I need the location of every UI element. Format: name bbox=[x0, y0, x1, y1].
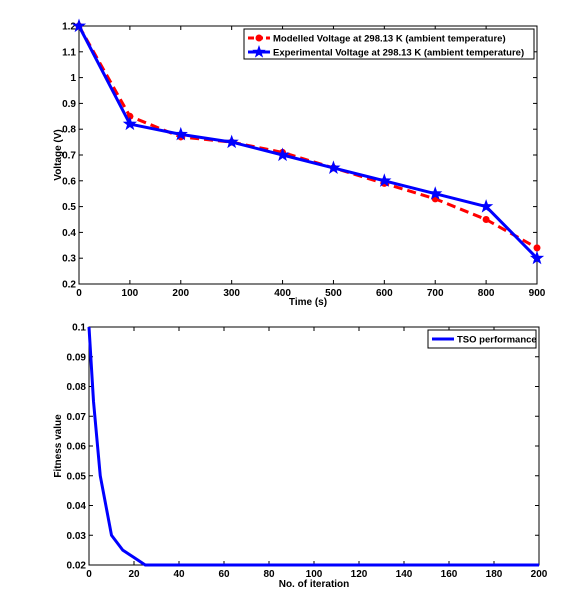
voltage-x-tick-label: 800 bbox=[478, 288, 495, 299]
voltage-y-tick-label: 1.1 bbox=[62, 47, 76, 58]
fitness-y-tick-label: 0.03 bbox=[67, 531, 87, 542]
fitness-y-tick-label: 0.04 bbox=[67, 501, 87, 512]
voltage-series bbox=[71, 18, 545, 265]
voltage-x-tick-label: 300 bbox=[223, 288, 240, 299]
fitness-x-tick-label: 60 bbox=[218, 569, 230, 580]
voltage-x-tick-label: 700 bbox=[427, 288, 444, 299]
fitness-y-tick-label: 0.05 bbox=[67, 471, 87, 482]
fitness-x-axis-label: No. of iteration bbox=[279, 579, 350, 590]
fitness-chart: 0 20 40 60 80 100 120 140 160 180 200 0.02 0.03 0.04 0… bbox=[53, 323, 548, 591]
voltage-star-marker bbox=[529, 250, 545, 265]
voltage-y-tick-label: 0.8 bbox=[62, 125, 76, 136]
voltage-star-marker bbox=[377, 173, 392, 187]
fitness-y-tick-label: 0.02 bbox=[67, 561, 87, 572]
voltage-y-tick-label: 0.7 bbox=[62, 151, 76, 162]
fitness-x-tick-label: 200 bbox=[531, 569, 548, 580]
fitness-y-tick-label: 0.06 bbox=[67, 442, 87, 453]
voltage-legend-marker bbox=[252, 45, 266, 58]
voltage-y-tick-label: 1.2 bbox=[62, 22, 76, 33]
voltage-x-tick-label: 100 bbox=[122, 288, 139, 299]
fitness-y-tick-label: 0.07 bbox=[67, 412, 87, 423]
fitness-x-tick-label: 180 bbox=[486, 569, 503, 580]
voltage-star-marker bbox=[173, 126, 188, 141]
voltage-y-tick-label: 0.4 bbox=[62, 228, 76, 239]
voltage-star-marker bbox=[428, 186, 443, 200]
voltage-y-tick-label: 0.6 bbox=[62, 176, 76, 187]
fitness-axis-ticks: 0 20 40 60 80 100 120 140 160 180 200 0.02 0.03 0.04 0… bbox=[67, 323, 548, 581]
fitness-y-tick-label: 0.1 bbox=[72, 323, 86, 334]
fitness-x-tick-label: 80 bbox=[263, 569, 275, 580]
voltage-star-marker bbox=[478, 199, 494, 213]
voltage-star-marker bbox=[326, 160, 341, 174]
fitness-x-tick-label: 100 bbox=[306, 569, 323, 580]
fitness-y-tick-label: 0.08 bbox=[67, 382, 87, 393]
voltage-y-tick-label: 0.2 bbox=[62, 280, 76, 291]
fitness-y-axis-label: Fitness value bbox=[53, 414, 64, 478]
fitness-plot-area bbox=[88, 326, 540, 566]
voltage-plot-area bbox=[78, 25, 538, 285]
voltage-legend-box bbox=[243, 28, 535, 60]
fitness-x-tick-label: 40 bbox=[173, 569, 185, 580]
voltage-chart: 0 100 200 300 400 500 600 700 800 900 0.2 0.3 0.4 0.5… bbox=[53, 18, 546, 308]
voltage-point-marker bbox=[482, 216, 490, 223]
voltage-legend-label: Experimental Voltage at 298.13 K (ambien… bbox=[273, 48, 524, 59]
voltage-axis-ticks: 0 100 200 300 400 500 600 700 800 900 0.2 0.3 0.4 0.5… bbox=[62, 22, 546, 300]
voltage-legend-label: Modelled Voltage at 298.13 K (ambient te… bbox=[273, 34, 506, 45]
voltage-legend-marker bbox=[255, 34, 263, 42]
voltage-x-tick-label: 500 bbox=[325, 288, 342, 299]
fitness-x-tick-label: 140 bbox=[396, 569, 413, 580]
voltage-x-axis-label: Time (s) bbox=[289, 297, 327, 308]
voltage-x-tick-label: 400 bbox=[274, 288, 291, 299]
voltage-series-line-1 bbox=[77, 25, 539, 260]
voltage-x-tick-label: 900 bbox=[529, 288, 546, 299]
fitness-legend-label: TSO performance bbox=[457, 335, 537, 346]
fitness-series bbox=[87, 326, 539, 567]
fitness-x-tick-label: 0 bbox=[86, 569, 92, 580]
fitness-legend-box bbox=[427, 329, 537, 349]
fitness-x-tick-label: 160 bbox=[441, 569, 458, 580]
voltage-star-marker bbox=[71, 18, 87, 33]
voltage-y-tick-label: 0.5 bbox=[62, 202, 76, 213]
voltage-y-tick-label: 0.3 bbox=[62, 254, 76, 265]
voltage-x-tick-label: 600 bbox=[376, 288, 393, 299]
voltage-y-tick-label: 1 bbox=[70, 73, 76, 84]
voltage-legend: Modelled Voltage at 298.13 K (ambient te… bbox=[243, 28, 535, 60]
fitness-legend: TSO performance bbox=[427, 329, 537, 349]
voltage-y-tick-label: 0.9 bbox=[62, 99, 76, 110]
voltage-star-marker bbox=[224, 134, 239, 149]
fitness-x-tick-label: 120 bbox=[351, 569, 368, 580]
voltage-star-marker bbox=[122, 116, 138, 131]
fitness-x-tick-label: 20 bbox=[128, 569, 140, 580]
voltage-y-axis-label: Voltage (V) bbox=[53, 129, 64, 180]
fitness-y-tick-label: 0.09 bbox=[67, 352, 87, 363]
fitness-series-line-0 bbox=[87, 326, 539, 567]
voltage-x-tick-label: 200 bbox=[172, 288, 189, 299]
voltage-x-tick-label: 0 bbox=[76, 288, 82, 299]
voltage-point-marker bbox=[533, 244, 541, 252]
voltage-star-marker bbox=[275, 147, 290, 162]
